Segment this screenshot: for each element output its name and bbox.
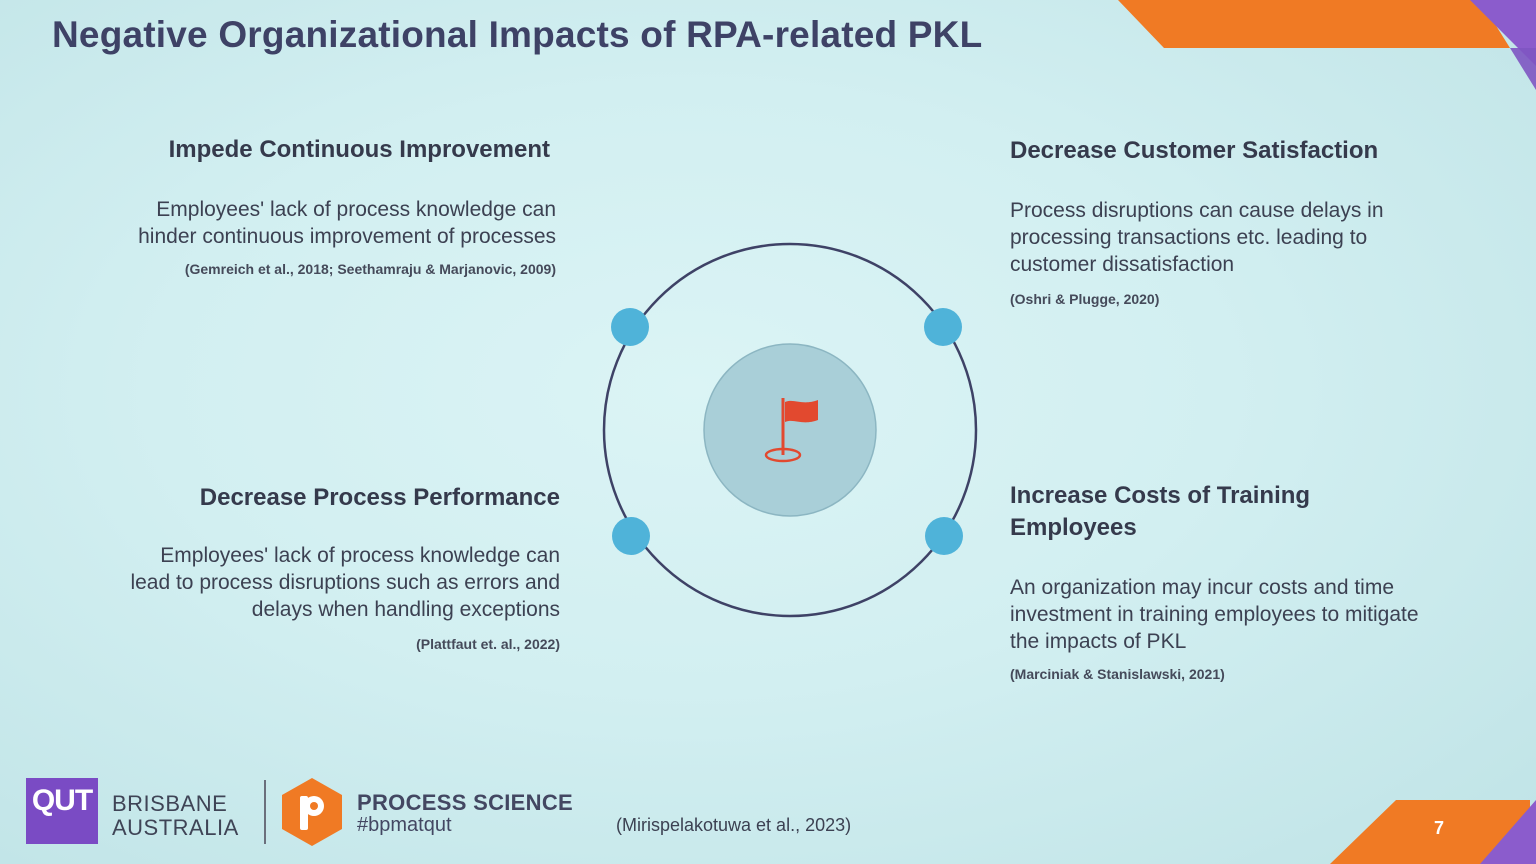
impact-decrease-process-performance: Decrease Process Performance Employees' … <box>60 482 560 653</box>
impact-heading: Increase Costs of Training Employees <box>1010 480 1480 544</box>
impact-body: Employees' lack of process knowledge can… <box>60 542 560 623</box>
impact-body-line: delays when handling exceptions <box>251 598 560 621</box>
impact-body-line: hinder continuous improvement of process… <box>138 225 556 248</box>
outer-ring <box>602 242 978 618</box>
impact-increase-training-costs: Increase Costs of Training Employees An … <box>1010 480 1480 683</box>
diagram-node-bottom-right <box>925 517 963 555</box>
location-line: BRISBANE <box>112 791 228 816</box>
footer-divider <box>264 780 266 844</box>
impact-body-line: the impacts of PKL <box>1010 630 1187 653</box>
impact-heading: Impede Continuous Improvement <box>168 136 550 163</box>
impact-impede-continuous-improvement: Impede Continuous Improvement Employees'… <box>70 134 556 278</box>
impact-body-line: investment in training employees to miti… <box>1010 603 1419 626</box>
impact-diagram <box>602 242 978 618</box>
impact-body-line: lead to process disruptions such as erro… <box>130 571 560 594</box>
diagram-node-bottom-left <box>612 517 650 555</box>
process-science-logo-icon <box>282 778 342 846</box>
impact-decrease-customer-satisfaction: Decrease Customer Satisfaction Process d… <box>1010 135 1470 308</box>
process-science-name: PROCESS SCIENCE <box>357 790 573 815</box>
diagram-node-top-left <box>611 308 649 346</box>
corner-decoration-bottom <box>1330 800 1536 864</box>
impact-body: An organization may incur costs and time… <box>1010 574 1480 655</box>
impact-body: Employees' lack of process knowledge can… <box>70 196 556 250</box>
diagram-node-top-right <box>924 308 962 346</box>
impact-heading-line: Employees <box>1010 514 1137 541</box>
impact-body-line: Employees' lack of process knowledge can <box>160 544 560 567</box>
impact-citation: (Gemreich et al., 2018; Seethamraju & Ma… <box>184 261 556 277</box>
impact-heading-line: Increase Costs of Training <box>1010 482 1311 509</box>
impact-body-line: Employees' lack of process knowledge can <box>156 198 556 221</box>
impact-heading: Decrease Process Performance <box>199 484 560 511</box>
impact-citation: (Marciniak & Stanislawski, 2021) <box>1010 666 1225 682</box>
impact-citation: (Oshri & Plugge, 2020) <box>1010 291 1160 307</box>
slide-title: Negative Organizational Impacts of RPA-r… <box>52 14 983 55</box>
corner-decoration-top <box>1118 0 1536 90</box>
impact-heading: Decrease Customer Satisfaction <box>1010 137 1379 164</box>
center-disc <box>703 343 877 517</box>
page-number: 7 <box>1434 818 1445 838</box>
process-science-hashtag: #bpmatqut <box>357 814 452 836</box>
impact-body-line: processing transactions etc. leading to <box>1010 226 1368 249</box>
campus-location: BRISBANE AUSTRALIA <box>112 792 239 840</box>
impact-body-line: An organization may incur costs and time <box>1010 576 1395 599</box>
impact-body-line: customer dissatisfaction <box>1010 253 1235 276</box>
impact-body-line: Process disruptions can cause delays in <box>1010 199 1384 222</box>
impact-body: Process disruptions can cause delays in … <box>1010 197 1470 278</box>
qut-logo: QUT <box>26 778 98 844</box>
location-line: AUSTRALIA <box>112 815 239 840</box>
source-citation: (Mirispelakotuwa et al., 2023) <box>616 815 852 835</box>
impact-citation: (Plattfaut et. al., 2022) <box>416 636 560 652</box>
flag-target-icon <box>764 398 818 463</box>
